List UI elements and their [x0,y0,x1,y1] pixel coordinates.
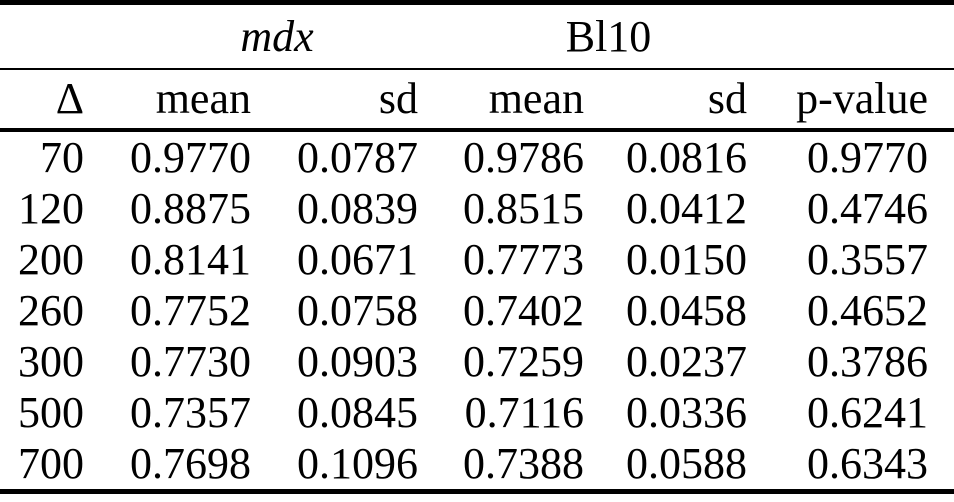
table-body: 70 0.9770 0.0787 0.9786 0.0816 0.9770 12… [0,130,954,492]
cell-bl10-sd: 0.0458 [626,285,748,335]
cell-p-value: 0.3786 [807,336,929,386]
col-header-delta: Δ [0,68,110,132]
column-header-row: Δ mean sd mean sd p-value [0,68,954,132]
cell-bl10-sd: 0.0588 [626,438,748,488]
cell-bl10-mean: 0.7402 [463,285,584,335]
col-header-bl10-mean: mean [444,68,610,132]
cell-bl10-mean: 0.7116 [464,387,584,437]
cell-p-value: 0.6343 [807,438,929,488]
cell-mdx-mean: 0.8141 [130,234,251,284]
cell-bl10-sd: 0.0412 [626,183,748,233]
cell-mdx-sd: 0.0903 [297,336,418,386]
cell-delta: 260 [18,285,84,335]
cell-mdx-mean: 0.8875 [130,183,251,233]
table-row: 700 0.7698 0.1096 0.7388 0.0588 0.6343 [0,438,954,492]
cell-delta: 300 [18,336,84,386]
cell-mdx-mean: 0.7752 [130,285,251,335]
group-header-row: mdx Bl10 [0,2,954,70]
table-row: 120 0.8875 0.0839 0.8515 0.0412 0.4746 [0,183,954,234]
cell-delta: 700 [18,438,84,488]
group-header-bl10: Bl10 [444,2,774,70]
cell-mdx-mean: 0.7730 [130,336,251,386]
col-header-mdx-sd: sd [277,68,444,132]
cell-p-value: 0.6241 [807,387,929,437]
cell-delta: 120 [18,183,84,233]
cell-bl10-mean: 0.7773 [463,234,584,284]
group-header-mdx: mdx [110,2,444,70]
col-header-p-value: p-value [773,68,954,132]
cell-mdx-sd: 0.0758 [297,285,418,335]
table-row: 500 0.7357 0.0845 0.7116 0.0336 0.6241 [0,387,954,438]
table-row: 70 0.9770 0.0787 0.9786 0.0816 0.9770 [0,130,954,183]
col-header-bl10-sd: sd [610,68,774,132]
cell-mdx-mean: 0.9770 [130,132,251,182]
cell-mdx-sd: 0.0671 [297,234,418,284]
cell-mdx-sd: 0.1096 [297,438,418,488]
cell-bl10-sd: 0.0237 [626,336,748,386]
cell-bl10-mean: 0.9786 [463,132,584,182]
cell-bl10-sd: 0.0336 [626,387,748,437]
table-row: 300 0.7730 0.0903 0.7259 0.0237 0.3786 [0,336,954,387]
cell-bl10-mean: 0.7259 [463,336,584,386]
cell-mdx-sd: 0.0839 [297,183,418,233]
table-header: mdx Bl10 Δ mean sd mean sd p-value [0,2,954,132]
cell-bl10-mean: 0.7388 [463,438,584,488]
cell-p-value: 0.9770 [807,132,929,182]
cell-bl10-sd: 0.0816 [626,132,748,182]
col-header-mdx-mean: mean [110,68,277,132]
cell-mdx-sd: 0.0787 [297,132,418,182]
cell-p-value: 0.3557 [807,234,929,284]
cell-mdx-mean: 0.7698 [130,438,251,488]
group-spacer-right [773,2,954,70]
cell-mdx-sd: 0.0845 [297,387,418,437]
table-row: 260 0.7752 0.0758 0.7402 0.0458 0.4652 [0,285,954,336]
cell-p-value: 0.4652 [807,285,929,335]
cell-delta: 200 [18,234,84,284]
cell-mdx-mean: 0.7357 [130,387,251,437]
group-spacer-left [0,2,110,70]
cell-bl10-sd: 0.0150 [626,234,748,284]
cell-p-value: 0.4746 [807,183,929,233]
table-row: 200 0.8141 0.0671 0.7773 0.0150 0.3557 [0,234,954,285]
cell-bl10-mean: 0.8515 [463,183,584,233]
cell-delta: 500 [18,387,84,437]
cell-delta: 70 [40,132,84,182]
